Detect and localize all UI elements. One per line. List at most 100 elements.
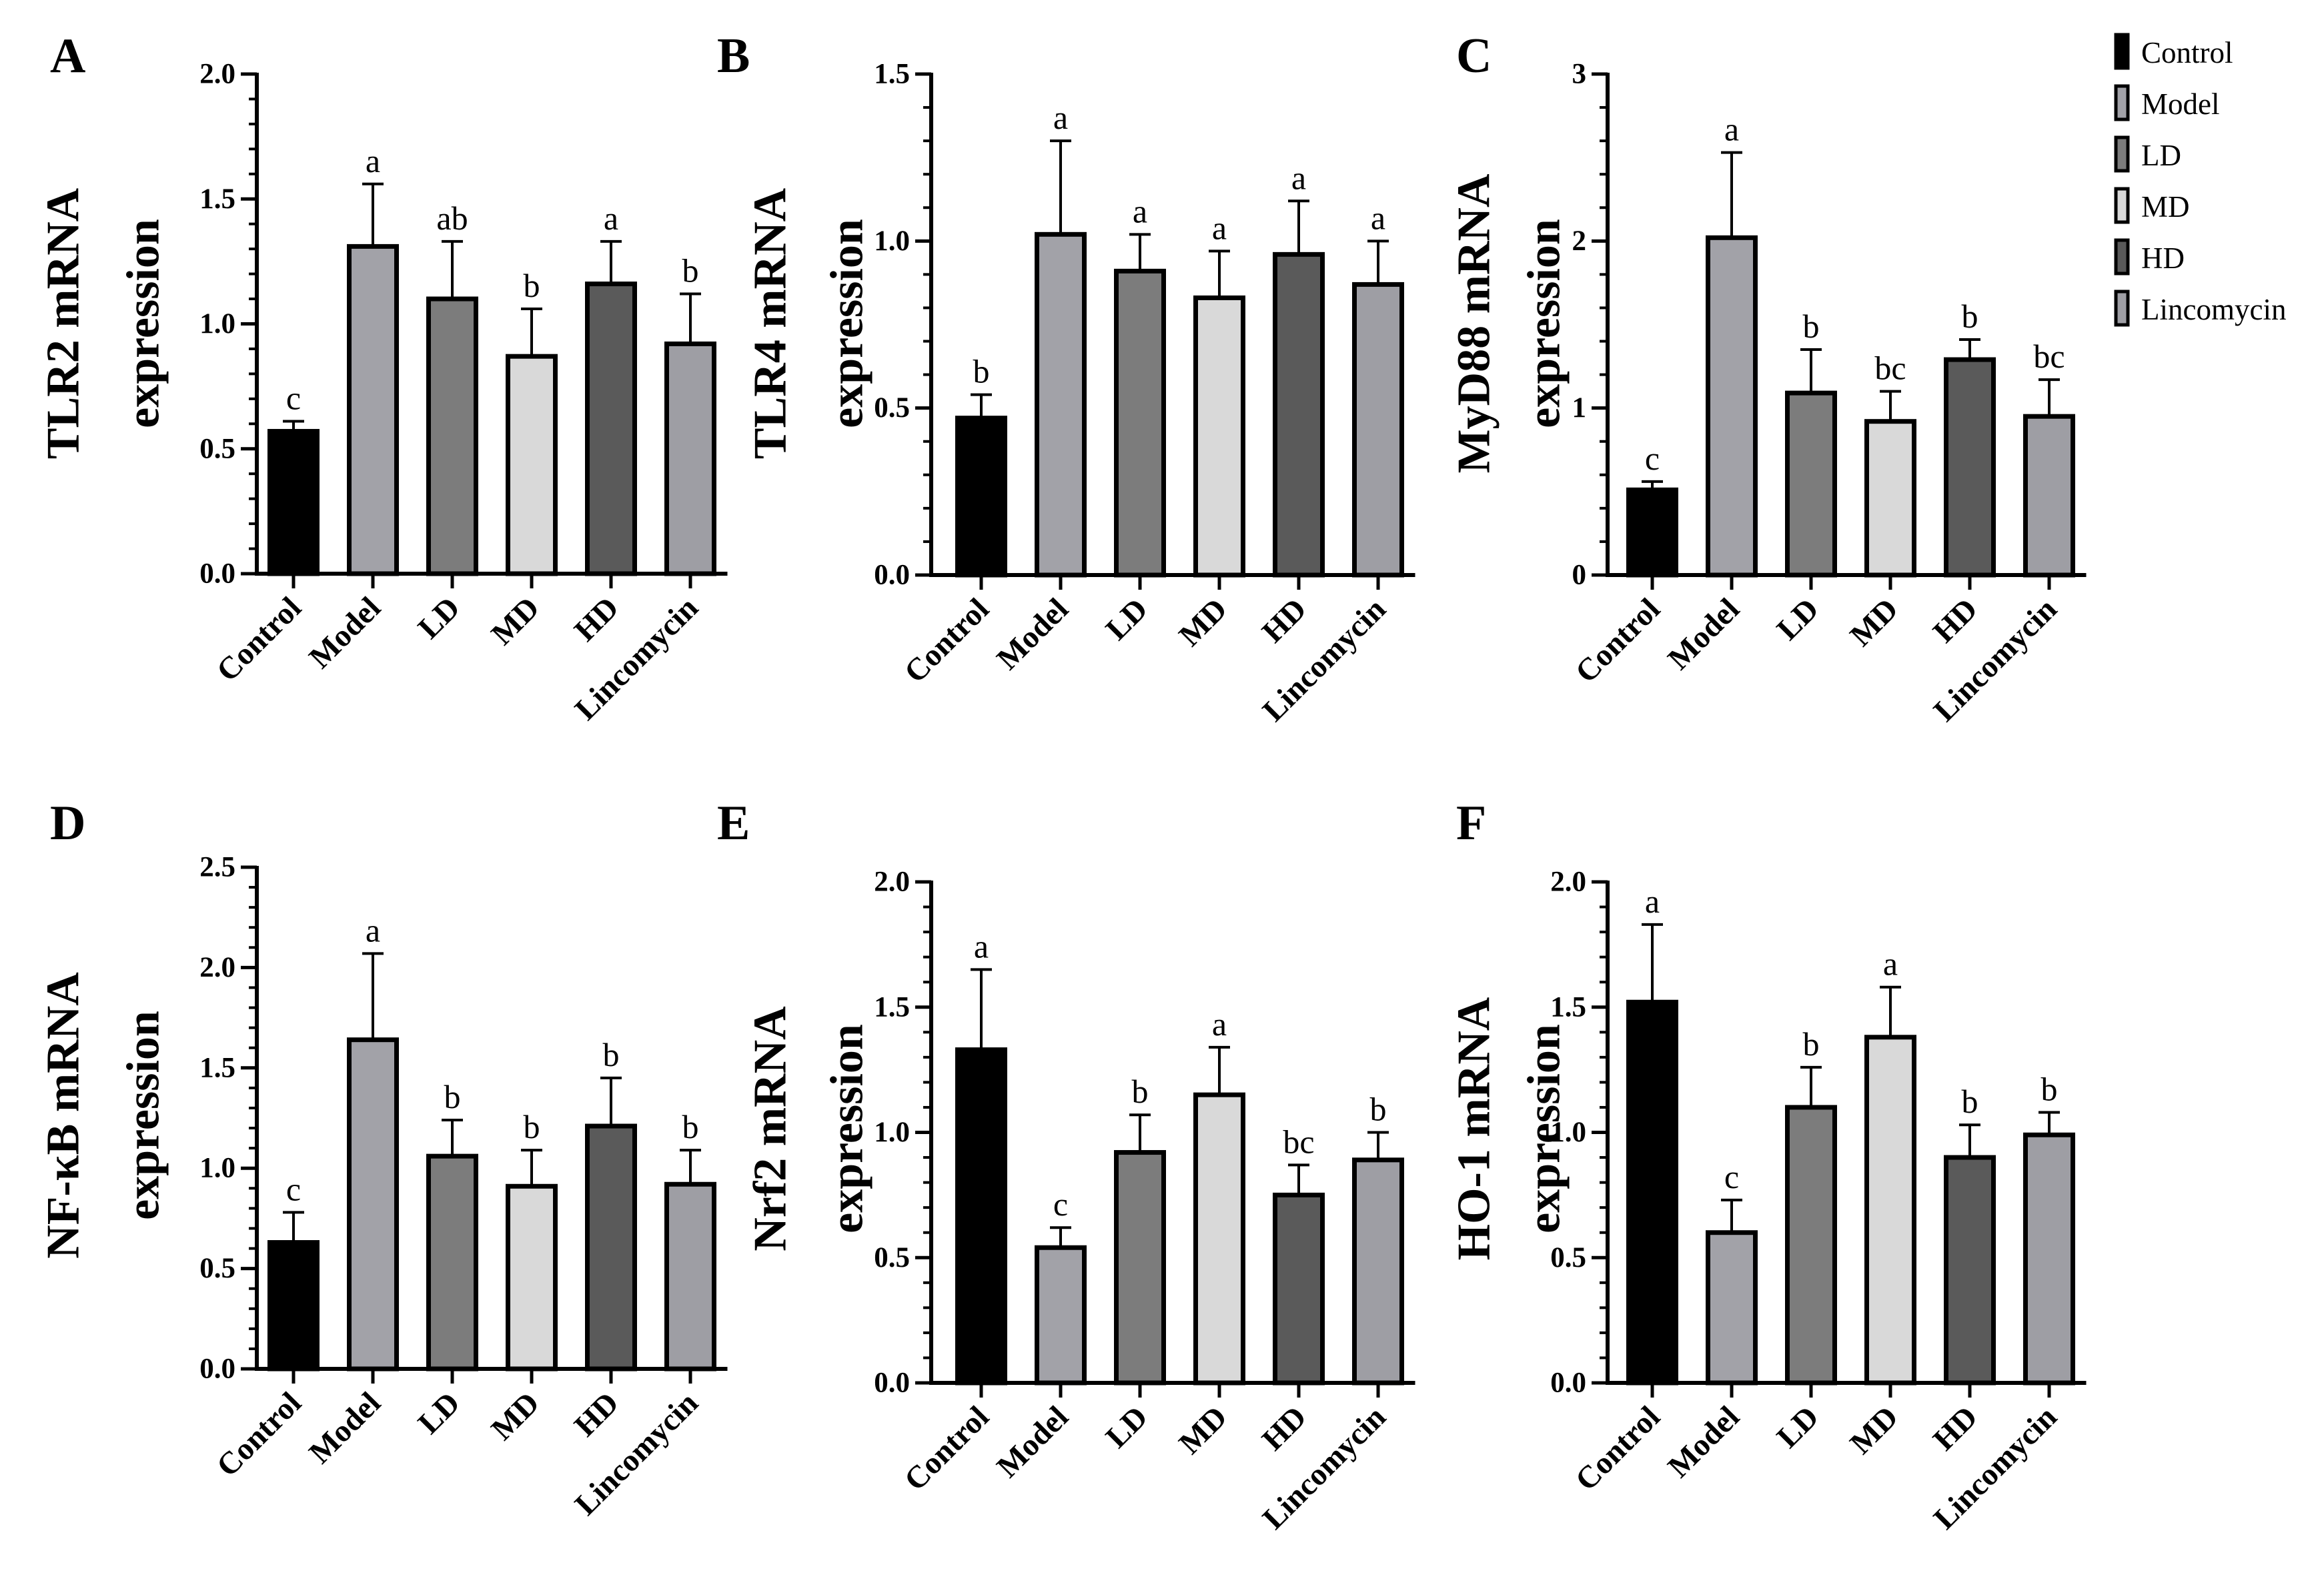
x-tick-label: Control xyxy=(898,592,996,690)
legend-swatch-md xyxy=(2114,187,2130,224)
legend-label: MD xyxy=(2141,190,2190,223)
y-tick-label: 1.5 xyxy=(199,1052,235,1083)
bar-model xyxy=(1706,1230,1758,1386)
y-axis-label: expression xyxy=(822,219,873,428)
x-tick-label: Model xyxy=(303,590,388,675)
legend-label: LD xyxy=(2141,139,2181,172)
significance-label: b xyxy=(1962,1083,1978,1120)
panel-d: D NF-κB mRNA expression 0.0 0.5 1.0 1.5 2.0 2.5 c… xyxy=(38,796,728,1522)
x-tick-label: Model xyxy=(991,1400,1075,1484)
bar-control xyxy=(955,1047,1007,1386)
legend-swatch-hd xyxy=(2114,238,2130,276)
significance-label: b xyxy=(1370,1091,1387,1128)
y-tick-label: 2.0 xyxy=(199,59,235,90)
bar-hd xyxy=(1273,1192,1325,1386)
panel-c: C MyD88 mRNA expression 0 1 2 3 c Control a Model b… xyxy=(1449,29,2087,728)
x-tick-label: MD xyxy=(485,590,546,652)
bar-model xyxy=(347,1037,399,1372)
bar-ld xyxy=(426,1153,478,1372)
x-tick-label: HD xyxy=(568,1386,626,1444)
significance-label: b xyxy=(524,1108,540,1145)
y-axis-label: expression xyxy=(1519,219,1570,428)
y-tick-label: 1.5 xyxy=(1550,991,1586,1023)
y-tick-label: 0.0 xyxy=(874,560,910,591)
significance-label: c xyxy=(286,1170,301,1207)
bar-hd xyxy=(1273,251,1325,578)
y-tick-label: 1.5 xyxy=(874,59,910,90)
x-tick-label: MD xyxy=(1844,1400,1905,1461)
bar-control xyxy=(267,1239,320,1372)
significance-label: a xyxy=(1724,111,1739,148)
y-axis-label: expression xyxy=(118,1011,169,1220)
significance-label: bc xyxy=(2033,338,2065,375)
y-tick-label: 1 xyxy=(1572,392,1587,424)
legend-swatch-model xyxy=(2114,84,2130,121)
bar-model xyxy=(1035,231,1087,578)
x-tick-label: MD xyxy=(485,1386,546,1447)
y-tick-label: 1.5 xyxy=(199,183,235,215)
panel-e: E Nrf2 mRNA expression 0.0 0.5 1.0 1.5 2.0 a Cont… xyxy=(717,796,1415,1536)
bar-ld xyxy=(1785,390,1837,578)
x-tick-label: Model xyxy=(1662,1400,1746,1484)
bar-lincomycin xyxy=(664,1181,716,1372)
panel-letter: D xyxy=(50,796,85,851)
bar-ld xyxy=(1785,1105,1837,1386)
y-tick-label: 2.5 xyxy=(199,852,235,883)
significance-label: b xyxy=(444,1078,461,1115)
panel-letter: C xyxy=(1456,29,1492,83)
significance-label: a xyxy=(604,199,618,237)
bar-lincomycin xyxy=(1352,1157,1404,1386)
bar-hd xyxy=(1944,357,1996,578)
x-tick-label: MD xyxy=(1173,592,1234,653)
bar-md xyxy=(1864,419,1916,578)
significance-label: c xyxy=(1724,1158,1739,1195)
x-tick-label: LD xyxy=(1770,592,1826,647)
x-tick-label: Control xyxy=(1569,1400,1667,1498)
legend-label: HD xyxy=(2141,241,2185,275)
y-tick-label: 0.5 xyxy=(199,433,235,464)
y-tick-label: 0.5 xyxy=(874,392,910,424)
x-tick-label: Control xyxy=(210,590,308,688)
bar-model xyxy=(347,243,399,576)
y-tick-label: 0.0 xyxy=(199,1354,235,1385)
panel-a: A TLR2 mRNA expression 0.0 0.5 1.0 1.5 2.0 c Cont… xyxy=(38,29,728,727)
significance-label: a xyxy=(974,927,989,965)
x-tick-label: Model xyxy=(1662,592,1746,676)
x-tick-label: MD xyxy=(1844,592,1905,653)
bar-lincomycin xyxy=(1352,282,1404,578)
y-tick-label: 1.0 xyxy=(874,1117,910,1148)
significance-label: a xyxy=(1212,209,1227,246)
y-tick-label: 1.5 xyxy=(874,991,910,1023)
panel-b: B TLR4 mRNA expression 0.0 0.5 1.0 1.5 b Control… xyxy=(717,29,1415,728)
y-axis-label: MyD88 mRNA xyxy=(1449,173,1500,474)
significance-label: a xyxy=(366,911,380,949)
x-tick-label: Control xyxy=(898,1400,996,1498)
bar-md xyxy=(506,354,558,576)
bar-lincomycin xyxy=(664,341,716,576)
significance-label: a xyxy=(1371,199,1385,236)
significance-label: a xyxy=(1645,883,1660,920)
significance-label: bc xyxy=(1283,1123,1314,1160)
significance-label: a xyxy=(1053,99,1068,136)
bar-md xyxy=(506,1183,558,1372)
x-tick-label: LD xyxy=(412,590,467,646)
legend-label: Control xyxy=(2141,36,2233,69)
y-tick-label: 0.5 xyxy=(874,1242,910,1273)
y-axis-label: TLR2 mRNA xyxy=(38,187,89,459)
legend-swatch-lincomycin xyxy=(2114,290,2130,327)
significance-label: b xyxy=(2041,1070,2058,1107)
x-tick-label: Control xyxy=(210,1386,308,1484)
y-axis-label: NF-κB mRNA xyxy=(38,972,89,1259)
significance-label: b xyxy=(1962,298,1978,335)
panel-letter: E xyxy=(717,796,750,851)
significance-label: c xyxy=(1645,440,1660,477)
significance-label: b xyxy=(1803,1025,1820,1063)
bar-md xyxy=(1193,1092,1245,1386)
x-tick-label: HD xyxy=(568,590,626,648)
bar-md xyxy=(1864,1035,1916,1386)
bar-control xyxy=(267,429,320,576)
y-axis-label: expression xyxy=(1519,1024,1570,1233)
bar-md xyxy=(1193,295,1245,578)
x-tick-label: Model xyxy=(303,1386,388,1470)
bar-model xyxy=(1035,1245,1087,1386)
